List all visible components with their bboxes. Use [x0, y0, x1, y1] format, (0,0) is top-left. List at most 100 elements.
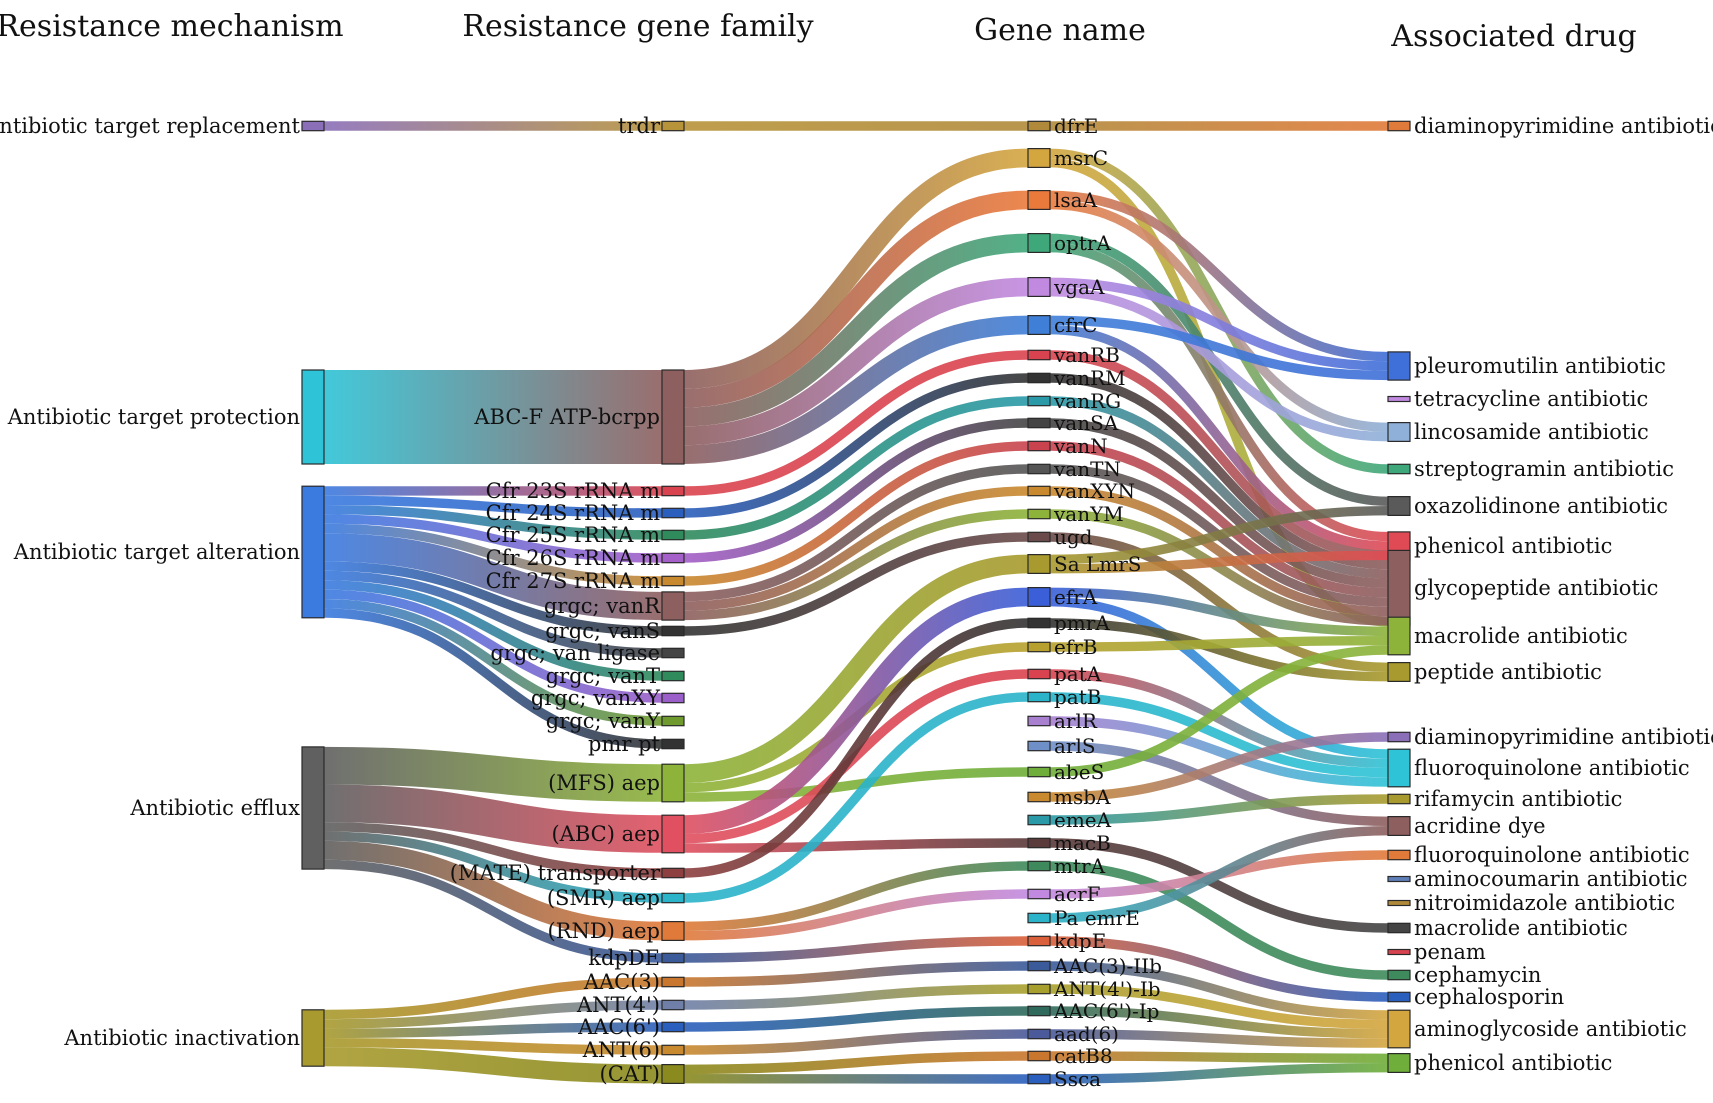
gene-label: vanXYN — [1053, 479, 1135, 503]
family-label: grgc; vanXY — [531, 686, 661, 710]
family-node-f12 — [662, 716, 684, 725]
gene-label: patA — [1054, 662, 1102, 686]
drug-label: tetracycline antibiotic — [1414, 387, 1648, 411]
drug-node-d20 — [1388, 992, 1410, 1001]
family-label: (SMR) aep — [547, 886, 660, 910]
gene-label: Pa emrE — [1054, 906, 1140, 930]
gene-node-g23 — [1028, 767, 1050, 776]
link-g18-d8 — [1050, 641, 1388, 647]
gene-node-g32 — [1028, 984, 1050, 993]
family-label: trdr — [618, 114, 661, 138]
family-node-f14 — [662, 764, 684, 802]
link-f1-g1 — [684, 158, 1028, 379]
family-label: grgc; vanY — [546, 709, 661, 733]
family-node-f13 — [662, 739, 684, 748]
link-f24-g35 — [684, 1056, 1028, 1069]
drug-label: acridine dye — [1414, 814, 1546, 838]
gene-node-g21 — [1028, 716, 1050, 725]
mechanism-node-m1 — [302, 370, 324, 464]
family-node-f18 — [662, 922, 684, 941]
gene-label: msrC — [1054, 146, 1108, 170]
family-label: grgc; vanR — [544, 594, 661, 618]
gene-label: vanRG — [1053, 389, 1121, 413]
drug-label: fluoroquinolone antibiotic — [1414, 756, 1690, 780]
family-label: AAC(6') — [577, 1015, 660, 1039]
drug-node-d17 — [1388, 923, 1410, 932]
gene-node-g12 — [1028, 486, 1050, 495]
gene-node-g14 — [1028, 532, 1050, 541]
gene-label: emeA — [1054, 808, 1112, 832]
family-label: grgc; vanT — [546, 664, 660, 688]
family-node-f2 — [662, 486, 684, 495]
drug-label: glycopeptide antibiotic — [1414, 576, 1658, 600]
family-label: (MFS) aep — [548, 771, 660, 795]
drug-label: macrolide antibiotic — [1414, 916, 1628, 940]
gene-node-g19 — [1028, 669, 1050, 678]
family-node-f8 — [662, 626, 684, 635]
family-node-f20 — [662, 977, 684, 986]
drug-label: aminocoumarin antibiotic — [1414, 867, 1688, 891]
drug-label: peptide antibiotic — [1414, 660, 1602, 684]
gene-node-g6 — [1028, 350, 1050, 359]
family-node-f24 — [662, 1065, 684, 1084]
family-node-f7 — [662, 592, 684, 620]
mechanism-label: Antibiotic inactivation — [63, 1026, 300, 1050]
drug-label: fluoroquinolone antibiotic — [1414, 843, 1690, 867]
link-f20-g31 — [684, 966, 1028, 982]
gene-node-g5 — [1028, 316, 1050, 335]
gene-label: vanRM — [1053, 366, 1126, 390]
gene-node-g18 — [1028, 642, 1050, 651]
family-node-f11 — [662, 693, 684, 702]
gene-node-g10 — [1028, 441, 1050, 450]
family-node-f5 — [662, 553, 684, 562]
drug-node-d5 — [1388, 497, 1410, 516]
gene-label: vanTN — [1053, 457, 1121, 481]
drug-node-d10 — [1388, 732, 1410, 741]
gene-label: efrA — [1054, 585, 1098, 609]
drug-node-d15 — [1388, 877, 1410, 882]
drug-label: diaminopyrimidine antibiotic — [1414, 725, 1713, 749]
drug-label: streptogramin antibiotic — [1414, 457, 1674, 481]
family-label: (MATE) transporter — [450, 861, 661, 885]
drug-node-d16 — [1388, 901, 1410, 906]
gene-label: vanYM — [1053, 502, 1124, 526]
gene-label: pmrA — [1054, 611, 1110, 635]
gene-label: msbA — [1054, 785, 1111, 809]
gene-node-g3 — [1028, 234, 1050, 253]
gene-label: ANT(4')-Ib — [1053, 977, 1161, 1001]
drug-node-d3 — [1388, 423, 1410, 442]
gene-node-g35 — [1028, 1051, 1050, 1060]
gene-label: ugd — [1054, 525, 1093, 549]
family-label: Cfr 26S rRNA m — [486, 546, 660, 570]
family-node-f4 — [662, 530, 684, 539]
family-label: Cfr 25S rRNA m — [486, 523, 660, 547]
link-f19-g30 — [684, 941, 1028, 958]
drug-node-d13 — [1388, 817, 1410, 836]
family-label: (CAT) — [600, 1062, 660, 1086]
drug-node-d9 — [1388, 663, 1410, 682]
family-label: (RND) aep — [548, 919, 660, 943]
gene-node-g27 — [1028, 861, 1050, 870]
family-node-f3 — [662, 508, 684, 517]
mechanism-label: Antibiotic efflux — [129, 796, 300, 820]
gene-node-g31 — [1028, 961, 1050, 970]
gene-node-g17 — [1028, 618, 1050, 627]
drug-node-d0 — [1388, 121, 1410, 130]
gene-label: aad(6) — [1054, 1022, 1119, 1046]
header-mechanism: Resistance mechanism — [0, 9, 344, 44]
drug-node-d2 — [1388, 397, 1410, 402]
family-node-f23 — [662, 1045, 684, 1054]
gene-node-g22 — [1028, 741, 1050, 750]
drug-node-d18 — [1388, 950, 1410, 955]
mechanism-node-m2 — [302, 486, 324, 618]
gene-node-g4 — [1028, 278, 1050, 297]
family-label: pmr pt — [588, 732, 661, 756]
gene-label: kdpE — [1054, 929, 1106, 953]
gene-label: acrF — [1054, 882, 1101, 906]
gene-node-g34 — [1028, 1029, 1050, 1038]
family-label: Cfr 27S rRNA m — [486, 569, 660, 593]
drug-label: penam — [1414, 940, 1486, 964]
link-f15-g26 — [684, 843, 1028, 848]
family-node-f0 — [662, 121, 684, 130]
